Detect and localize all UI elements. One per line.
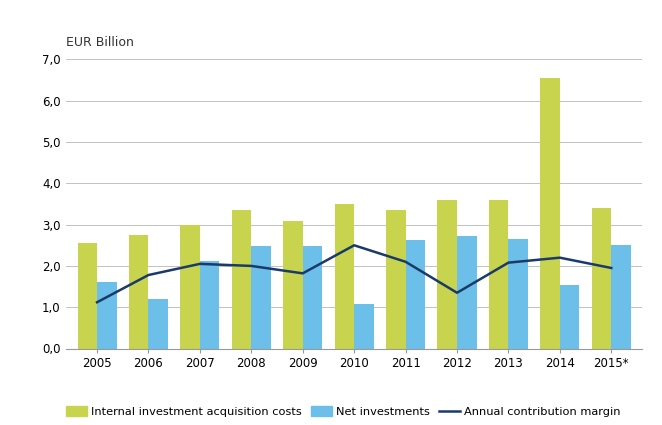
Bar [540, 78, 560, 348]
Bar [334, 204, 354, 348]
Bar [283, 221, 303, 348]
Bar [129, 235, 148, 348]
Bar [180, 225, 200, 348]
Bar [232, 210, 252, 348]
Bar [354, 304, 374, 348]
Bar [489, 200, 508, 348]
Bar [303, 246, 322, 348]
Legend: Internal investment acquisition costs, Net investments, Annual contribution marg: Internal investment acquisition costs, N… [66, 406, 621, 417]
Bar [592, 208, 611, 348]
Bar [438, 200, 457, 348]
Bar [148, 299, 168, 348]
Bar [406, 240, 425, 348]
Bar [252, 246, 271, 348]
Bar [611, 245, 631, 348]
Bar [508, 239, 528, 348]
Bar [457, 236, 477, 348]
Text: EUR Billion: EUR Billion [66, 36, 134, 49]
Bar [77, 243, 97, 348]
Bar [386, 210, 406, 348]
Bar [560, 284, 579, 348]
Bar [97, 282, 117, 348]
Bar [200, 261, 219, 348]
